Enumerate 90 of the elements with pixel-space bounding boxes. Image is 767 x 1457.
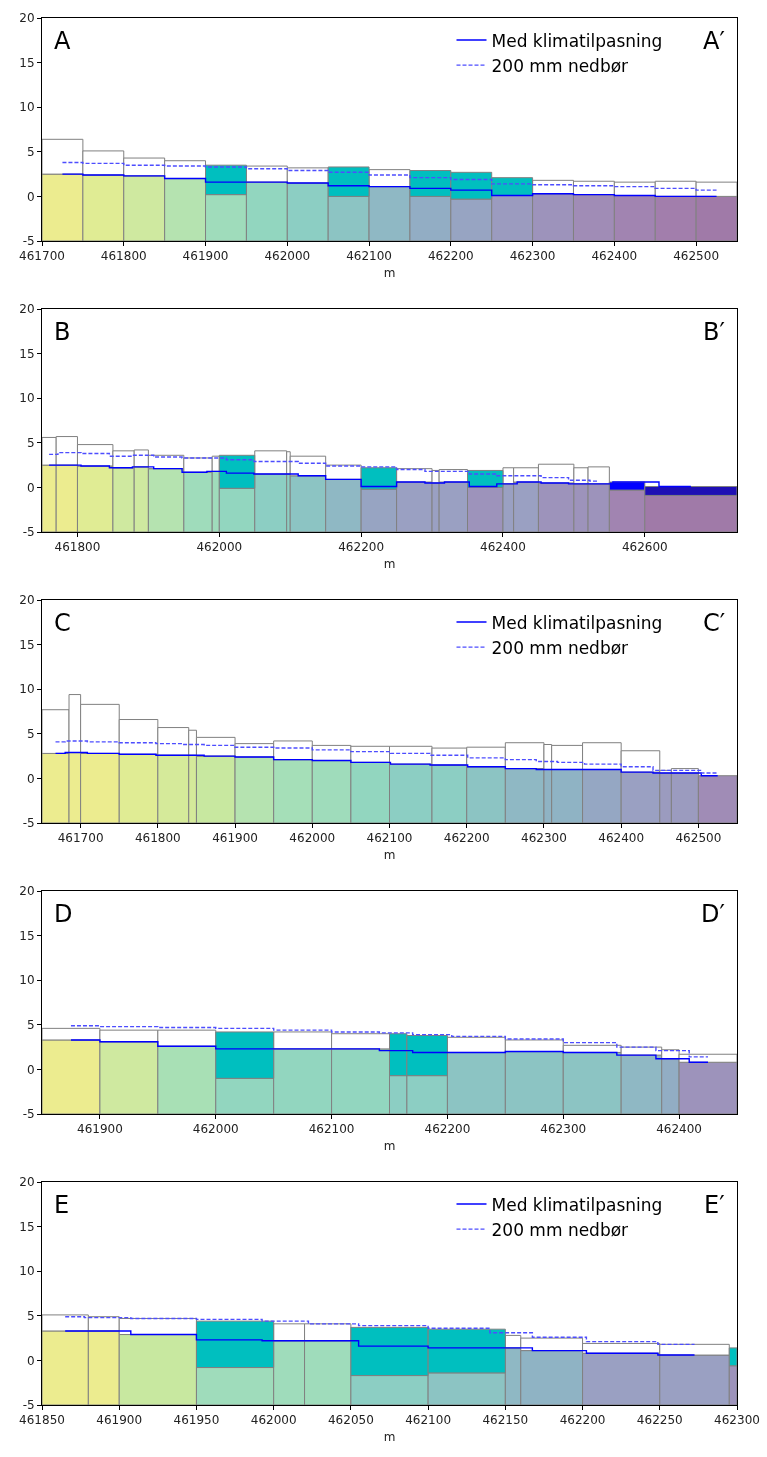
legend-label: 200 mm nedbør (491, 55, 629, 76)
y-tick-label: 5 (26, 145, 35, 159)
legend-label: Med klimatilpasning (491, 612, 663, 633)
y-tick-label: -5 (22, 525, 35, 540)
y-tick-label: 20 (19, 11, 35, 26)
x-tick-label: 462200 (559, 1413, 606, 1428)
x-tick-label: 462400 (656, 1122, 702, 1137)
x-tick-label: 461700 (19, 249, 65, 264)
x-tick-label: 462300 (521, 831, 567, 846)
x-tick-label: 462000 (264, 249, 311, 264)
legend-label: Med klimatilpasning (491, 1194, 663, 1215)
y-tick-label: 15 (19, 928, 35, 943)
y-tick-label: 5 (26, 727, 35, 741)
y-tick-label: 15 (19, 55, 35, 70)
x-tick-label: 462100 (346, 249, 392, 264)
x-tick-label: 461900 (77, 1122, 123, 1137)
x-tick-label: 461900 (182, 249, 229, 264)
x-tick-label: 462000 (250, 1413, 297, 1428)
x-tick-label: 462000 (196, 540, 243, 555)
y-tick-label: 0 (26, 771, 35, 786)
x-axis-title: m (383, 266, 396, 281)
y-tick-label: 5 (26, 436, 35, 450)
y-tick-label: 20 (19, 302, 35, 317)
x-tick-label: 462200 (443, 831, 490, 846)
y-tick-label: 15 (19, 637, 35, 652)
x-tick-label: 461900 (96, 1413, 143, 1428)
x-tick-label: 462200 (427, 249, 474, 264)
legend-label: 200 mm nedbør (491, 637, 629, 658)
x-tick-label: 462500 (673, 249, 720, 264)
x-axis-title: m (383, 848, 396, 863)
x-tick-label: 462000 (192, 1122, 239, 1137)
annotation: A′ (703, 27, 725, 55)
x-tick-label: 461800 (134, 831, 181, 846)
x-tick-label: 462100 (366, 831, 413, 846)
y-tick-label: -5 (22, 816, 35, 831)
x-tick-label: 462100 (405, 1413, 452, 1428)
y-tick-label: 5 (26, 1309, 35, 1323)
y-tick-label: 0 (26, 1353, 35, 1368)
annotation: E (54, 1191, 70, 1219)
annotation: D (54, 900, 73, 928)
x-tick-label: 461900 (212, 831, 258, 846)
annotation: B (54, 318, 71, 346)
x-tick-label: 462400 (480, 540, 526, 555)
x-tick-label: 462300 (714, 1413, 760, 1428)
legend-label: 200 mm nedbør (491, 1219, 629, 1240)
y-tick-label: 15 (19, 346, 35, 361)
x-axis-title: m (383, 557, 396, 572)
x-tick-label: 462500 (675, 831, 722, 846)
x-tick-label: 461800 (100, 249, 147, 264)
annotation: C′ (703, 609, 726, 637)
y-tick-label: 10 (19, 973, 35, 988)
y-tick-label: 5 (26, 1018, 35, 1032)
x-tick-label: 462150 (482, 1413, 529, 1428)
x-tick-label: 461800 (54, 540, 101, 555)
x-tick-label: 462300 (540, 1122, 587, 1137)
y-tick-label: 15 (19, 1219, 35, 1234)
y-tick-label: 10 (19, 391, 35, 406)
y-tick-label: 10 (19, 682, 35, 697)
x-tick-label: 461850 (19, 1413, 65, 1428)
annotation: E′ (704, 1191, 725, 1219)
y-tick-label: 0 (26, 480, 35, 495)
y-tick-label: 10 (19, 100, 35, 115)
x-tick-label: 461950 (173, 1413, 220, 1428)
annotation: A (54, 27, 71, 55)
legend-label: Med klimatilpasning (491, 30, 663, 51)
annotation: C (54, 609, 71, 637)
y-tick-label: 0 (26, 189, 35, 204)
x-tick-label: 462400 (598, 831, 645, 846)
x-tick-label: 462200 (424, 1122, 471, 1137)
y-tick-label: 0 (26, 1062, 35, 1077)
y-tick-label: -5 (22, 1398, 35, 1413)
x-tick-label: 462000 (289, 831, 336, 846)
x-tick-label: 462400 (591, 249, 638, 264)
x-tick-label: 462100 (308, 1122, 355, 1137)
y-tick-label: -5 (22, 1107, 35, 1122)
x-tick-label: 462200 (338, 540, 385, 555)
annotation: D′ (701, 900, 725, 928)
x-tick-label: 461700 (57, 831, 104, 846)
x-axis-title: m (383, 1139, 396, 1154)
y-tick-label: -5 (22, 234, 35, 249)
x-tick-label: 462300 (509, 249, 556, 264)
annotation: B′ (703, 318, 725, 346)
x-tick-label: 462050 (327, 1413, 374, 1428)
y-tick-label: 10 (19, 1264, 35, 1279)
x-tick-label: 462600 (621, 540, 668, 555)
y-tick-label: 20 (19, 1175, 35, 1190)
x-axis-title: m (383, 1430, 396, 1445)
x-tick-label: 462250 (636, 1413, 683, 1428)
y-tick-label: 20 (19, 593, 35, 608)
y-tick-label: 20 (19, 884, 35, 899)
